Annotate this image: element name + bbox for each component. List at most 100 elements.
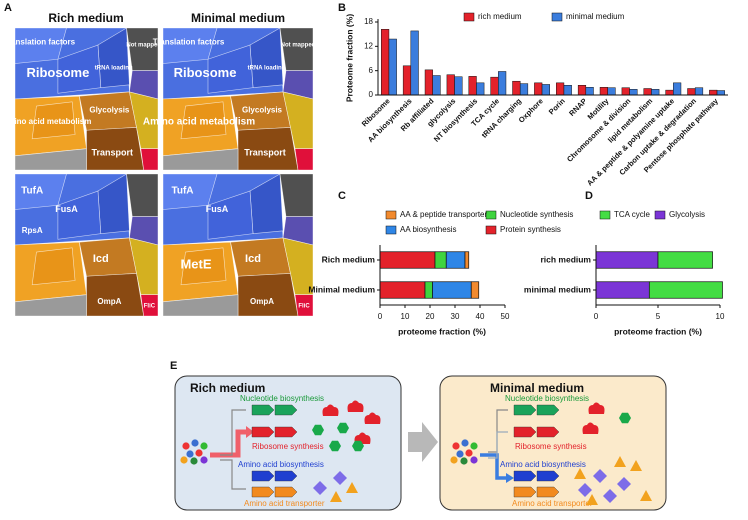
arrowhead	[506, 473, 514, 483]
map-cell	[180, 101, 227, 140]
metabolite	[450, 456, 458, 464]
protein	[346, 482, 358, 493]
panel-label: B	[338, 2, 346, 14]
bar	[432, 281, 472, 299]
bar	[577, 85, 587, 96]
bar	[445, 251, 466, 269]
bar	[709, 89, 718, 96]
protein	[630, 460, 642, 471]
gene	[513, 486, 537, 498]
panel-label: C	[338, 190, 346, 202]
bar	[595, 251, 659, 269]
x-tick-label: 0	[378, 312, 383, 321]
map-label: FliC	[298, 304, 310, 310]
legend-swatch	[654, 210, 666, 220]
y-tick-label: 0	[369, 90, 374, 99]
gene	[251, 486, 275, 498]
map-label: tRNA loading	[248, 65, 286, 71]
metabolite	[456, 450, 464, 458]
map-cell	[162, 294, 239, 317]
protein	[333, 471, 347, 485]
map-label: Translation factors	[153, 37, 225, 46]
map-label: TufA	[171, 186, 193, 197]
y-tick-label: minimal medium	[524, 284, 592, 294]
bar	[464, 251, 470, 269]
protein	[347, 400, 364, 412]
x-tick-label: 40	[476, 312, 485, 321]
metabolite	[180, 456, 188, 464]
y-tick-label: 6	[369, 66, 374, 75]
map-cell	[31, 247, 76, 286]
map-label: OmpA	[250, 297, 274, 306]
gene-label: Amino acid transporter	[244, 499, 325, 508]
bar	[643, 88, 652, 96]
map-label: FliC	[144, 304, 156, 310]
gene	[513, 404, 537, 416]
bar	[379, 281, 426, 299]
map-cell	[180, 247, 227, 286]
protein	[593, 469, 607, 483]
metabolite	[465, 449, 473, 457]
voronoi-maps: Translation factors Ribosome tRNA loading N…	[2, 27, 316, 317]
protein	[574, 468, 586, 479]
gene	[513, 426, 537, 438]
bar	[470, 281, 480, 299]
metabolite	[470, 442, 478, 450]
legend-label: Glycolysis	[669, 210, 705, 219]
bar	[599, 87, 608, 96]
flux-arrow	[488, 431, 508, 459]
flux-arrow	[480, 453, 506, 480]
bar	[402, 65, 412, 96]
bar	[454, 76, 463, 96]
bar	[651, 89, 660, 96]
gene	[274, 470, 298, 482]
x-tick-label: 5	[656, 312, 661, 321]
gene-label: Ribosome synthesis	[252, 442, 324, 451]
protein	[337, 422, 349, 434]
map-title: Rich medium	[48, 11, 123, 25]
map-cell	[237, 273, 299, 317]
map-cell	[140, 148, 159, 171]
gene-label: Amino acid biosynthesis	[500, 460, 586, 469]
gene	[536, 470, 560, 482]
map-cell	[207, 44, 254, 94]
gene	[536, 426, 560, 438]
bar	[468, 76, 477, 96]
bar	[665, 89, 674, 96]
x-tick-label: 20	[426, 312, 435, 321]
metabolite	[200, 442, 208, 450]
protein	[322, 404, 339, 416]
map-label: Not mapped	[126, 43, 161, 49]
bar	[446, 74, 455, 96]
gene	[251, 404, 275, 416]
x-tick-label: Porin	[547, 96, 567, 116]
panel-label: D	[585, 190, 593, 202]
gene-label: Amino acid transporter	[512, 499, 593, 508]
legend-swatch	[385, 210, 397, 220]
bar	[687, 88, 696, 96]
bar	[410, 30, 419, 96]
map-label: Transport	[91, 147, 133, 157]
arrow	[408, 422, 438, 462]
map-cell	[86, 273, 145, 317]
x-tick-label: 0	[594, 312, 599, 321]
map-cell	[126, 173, 159, 217]
map-cell	[294, 294, 314, 317]
metabolite	[200, 456, 208, 464]
map-label: Transport	[244, 147, 286, 157]
protein	[588, 402, 605, 414]
protein	[352, 440, 364, 452]
map-label: Amino acid metabolism	[143, 116, 255, 127]
legend-label: minimal medium	[566, 12, 625, 21]
x-tick-label: 30	[451, 312, 460, 321]
map-label: TufA	[21, 186, 43, 197]
map-label: Ribosome	[174, 65, 237, 80]
bar	[716, 90, 725, 96]
metabolite	[186, 450, 194, 458]
protein	[603, 489, 617, 503]
bar	[434, 251, 447, 269]
panel-label: A	[4, 2, 12, 14]
map-cell	[294, 148, 314, 171]
box-title: Rich medium	[190, 381, 265, 395]
protein	[582, 422, 599, 434]
